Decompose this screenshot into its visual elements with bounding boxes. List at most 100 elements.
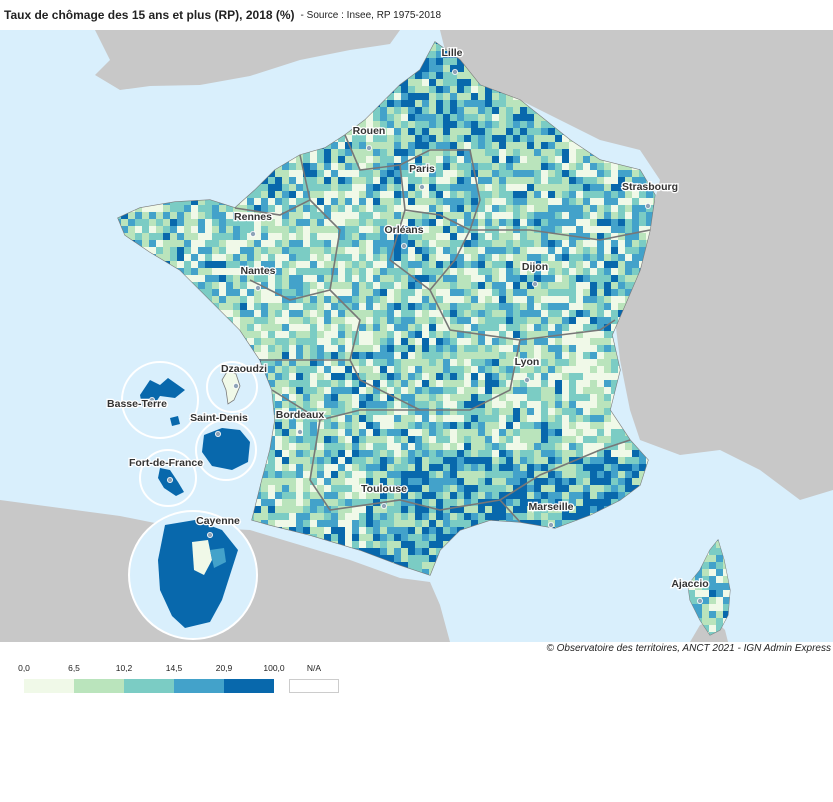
commune-cell [450, 261, 457, 268]
commune-cell [415, 310, 422, 317]
commune-cell [562, 296, 569, 303]
commune-cell [296, 156, 303, 163]
commune-cell [289, 219, 296, 226]
commune-cell [527, 289, 534, 296]
commune-cell [310, 240, 317, 247]
commune-cell [534, 184, 541, 191]
commune-cell [345, 289, 352, 296]
commune-cell [408, 359, 415, 366]
commune-cell [170, 254, 177, 261]
commune-cell [576, 198, 583, 205]
commune-cell [401, 352, 408, 359]
commune-cell [373, 128, 380, 135]
commune-cell [289, 366, 296, 373]
commune-cell [562, 380, 569, 387]
commune-cell [534, 205, 541, 212]
commune-cell [569, 177, 576, 184]
commune-cell [443, 212, 450, 219]
commune-cell [401, 261, 408, 268]
commune-cell [471, 387, 478, 394]
commune-cell [555, 135, 562, 142]
commune-cell [611, 352, 618, 359]
commune-cell [583, 254, 590, 261]
commune-cell [429, 114, 436, 121]
commune-cell [303, 345, 310, 352]
commune-cell [436, 135, 443, 142]
commune-cell [303, 240, 310, 247]
commune-cell [625, 177, 632, 184]
map-source: - Source : Insee, RP 1975-2018 [300, 9, 442, 21]
map-canvas[interactable]: LilleRouenParisStrasbourgRennesOrléansNa… [0, 30, 833, 642]
commune-cell [492, 135, 499, 142]
commune-cell [618, 289, 625, 296]
commune-cell [576, 268, 583, 275]
commune-cell [296, 226, 303, 233]
commune-cell [604, 226, 611, 233]
commune-cell [303, 394, 310, 401]
commune-cell [359, 142, 366, 149]
commune-cell [457, 184, 464, 191]
commune-cell [604, 352, 611, 359]
commune-cell [464, 268, 471, 275]
commune-cell [191, 254, 198, 261]
commune-cell [282, 373, 289, 380]
commune-cell [380, 191, 387, 198]
commune-cell [499, 177, 506, 184]
commune-cell [394, 275, 401, 282]
commune-cell [548, 317, 555, 324]
commune-cell [548, 338, 555, 345]
commune-cell [240, 324, 247, 331]
commune-cell [387, 331, 394, 338]
commune-cell [625, 254, 632, 261]
commune-cell [541, 317, 548, 324]
commune-cell [492, 296, 499, 303]
commune-cell [478, 282, 485, 289]
commune-cell [478, 359, 485, 366]
commune-cell [625, 261, 632, 268]
map-area[interactable]: Lille Rouen Paris Strasbourg Rennes Orléans Na… [0, 30, 833, 642]
commune-cell [555, 191, 562, 198]
commune-cell [373, 380, 380, 387]
commune-cell [576, 296, 583, 303]
commune-cell [499, 380, 506, 387]
commune-cell [450, 198, 457, 205]
commune-cell [534, 128, 541, 135]
commune-cell [611, 170, 618, 177]
commune-cell [338, 198, 345, 205]
commune-cell [366, 310, 373, 317]
commune-cell [387, 177, 394, 184]
commune-cell [506, 205, 513, 212]
commune-cell [548, 275, 555, 282]
commune-cell [373, 310, 380, 317]
commune-cell [359, 345, 366, 352]
commune-cell [499, 282, 506, 289]
commune-cell [583, 247, 590, 254]
commune-cell [156, 212, 163, 219]
commune-cell [408, 373, 415, 380]
commune-cell [275, 268, 282, 275]
commune-cell [247, 219, 254, 226]
commune-cell [422, 282, 429, 289]
commune-cell [576, 282, 583, 289]
commune-cell [562, 163, 569, 170]
commune-cell [408, 219, 415, 226]
commune-cell [198, 226, 205, 233]
commune-cell [436, 128, 443, 135]
commune-cell [478, 100, 485, 107]
commune-cell [247, 226, 254, 233]
commune-cell [478, 373, 485, 380]
commune-cell [555, 212, 562, 219]
commune-cell [310, 317, 317, 324]
commune-cell [492, 114, 499, 121]
commune-cell [394, 121, 401, 128]
commune-cell [569, 191, 576, 198]
commune-cell [177, 233, 184, 240]
commune-cell [317, 184, 324, 191]
commune-cell [464, 261, 471, 268]
commune-cell [394, 86, 401, 93]
commune-cell [639, 212, 646, 219]
commune-cell [261, 331, 268, 338]
commune-cell [618, 191, 625, 198]
commune-cell [352, 247, 359, 254]
commune-cell [478, 380, 485, 387]
